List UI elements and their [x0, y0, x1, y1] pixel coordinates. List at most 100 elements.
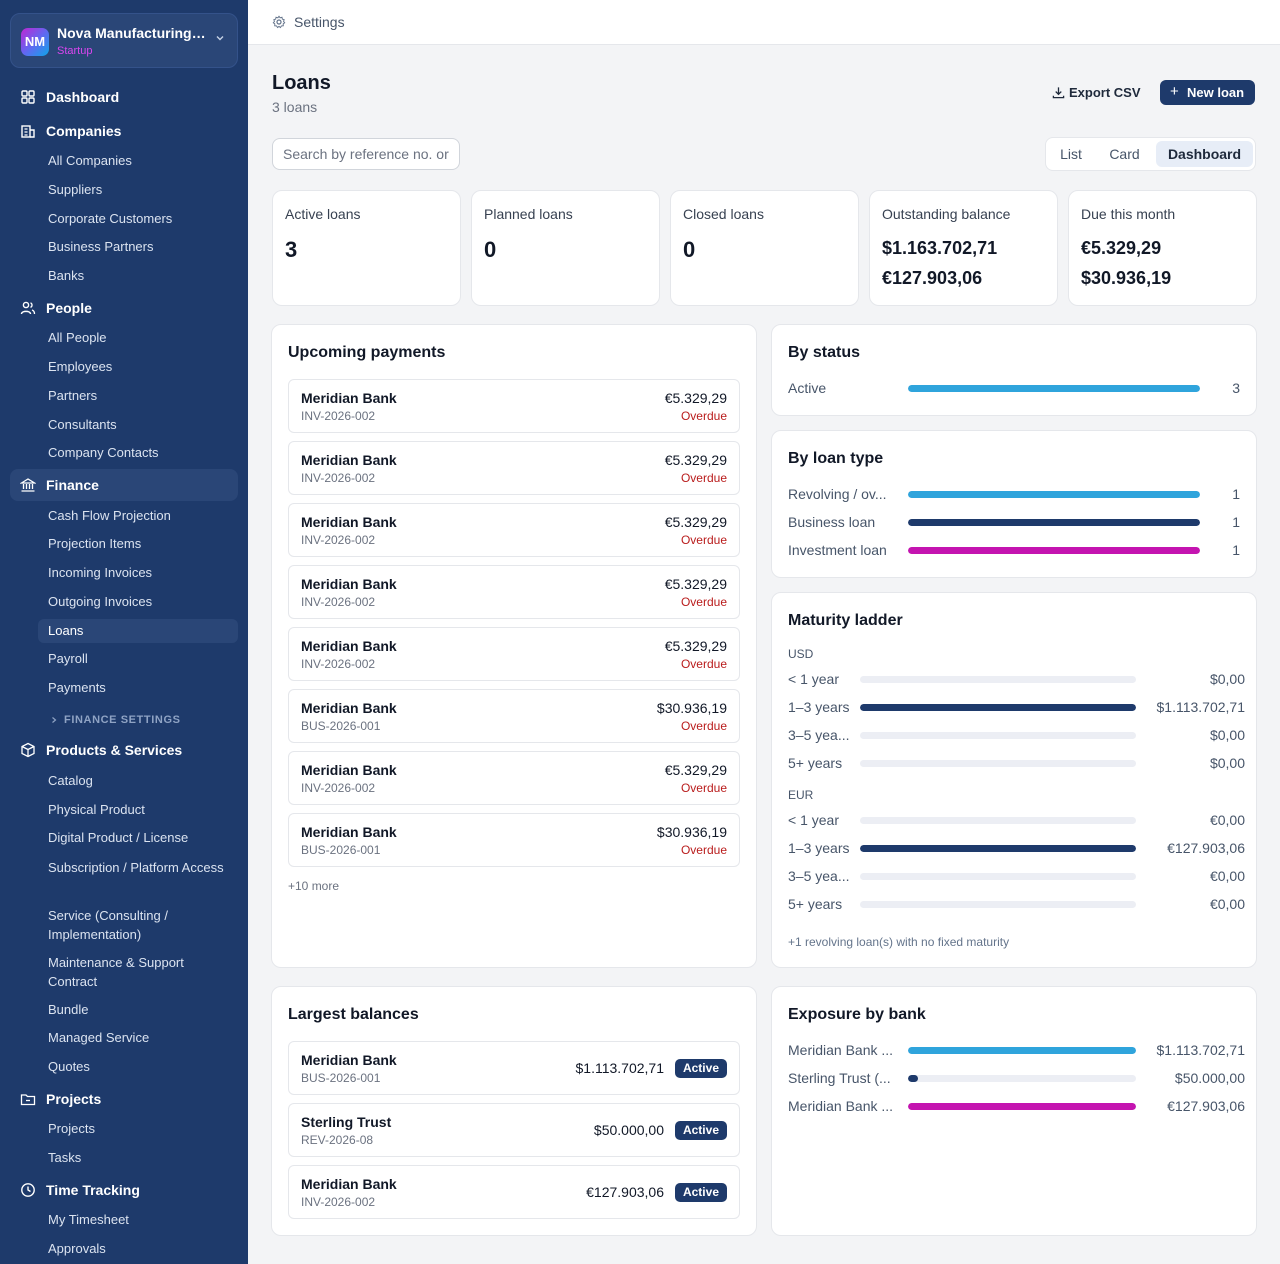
export-csv-button[interactable]: Export CSV	[1044, 80, 1144, 105]
nav-item-label: Banks	[48, 268, 85, 283]
payment-row[interactable]: Meridian Bank INV-2026-002 €5.329,29 Overdu…	[288, 379, 740, 433]
nav-all-people[interactable]: All People	[38, 326, 238, 350]
payment-row[interactable]: Meridian Bank INV-2026-002 €5.329,29 Overdu…	[288, 441, 740, 495]
payment-row[interactable]: Meridian Bank INV-2026-002 €5.329,29 Overdu…	[288, 751, 740, 805]
bar-track	[860, 845, 1136, 852]
payment-status: Overdue	[680, 781, 727, 795]
nav-catalog[interactable]: Catalog	[38, 769, 238, 793]
nav-all-companies[interactable]: All Companies	[38, 149, 238, 173]
nav-partners[interactable]: Partners	[38, 384, 238, 408]
breadcrumb-settings[interactable]: Settings	[294, 14, 345, 30]
payment-row[interactable]: Meridian Bank INV-2026-002 €5.329,29 Overdu…	[288, 565, 740, 619]
bar-track	[908, 385, 1200, 392]
nav-approvals[interactable]: Approvals	[38, 1237, 238, 1261]
payment-row[interactable]: Meridian Bank BUS-2026-001 $30.936,19 Overd…	[288, 813, 740, 867]
nav-finance[interactable]: Finance	[10, 469, 238, 501]
nav-finance-settings[interactable]: FINANCE SETTINGS	[64, 714, 181, 726]
bar-label: Business loan	[788, 514, 876, 530]
nav-dashboard[interactable]: Dashboard	[10, 81, 238, 113]
bar-label: 3–5 yea...	[788, 868, 850, 884]
search-input[interactable]	[272, 138, 460, 170]
payment-reference: BUS-2026-001	[301, 719, 381, 733]
balance-bank: Sterling Trust	[301, 1114, 392, 1130]
balance-row[interactable]: Meridian Bank INV-2026-002 €127.903,06 Acti…	[288, 1165, 740, 1219]
bar-fill	[860, 845, 1136, 852]
nav-incoming-invoices[interactable]: Incoming Invoices	[38, 561, 238, 585]
nav-suppliers[interactable]: Suppliers	[38, 178, 238, 202]
maturity-bar-row: < 1 year €0,00	[788, 811, 1245, 831]
kpi-closed-loans: Closed loans 0	[670, 190, 859, 306]
nav-company-contacts[interactable]: Company Contacts	[38, 441, 238, 465]
payment-row[interactable]: Meridian Bank INV-2026-002 €5.329,29 Overdu…	[288, 627, 740, 681]
nav-item-label: Managed Service	[48, 1030, 150, 1045]
bar-value: €127.903,06	[1167, 1098, 1245, 1114]
kpi-label: Active loans	[285, 206, 361, 222]
box-icon	[21, 742, 35, 758]
nav-tasks[interactable]: Tasks	[38, 1146, 238, 1170]
nav-my-timesheet[interactable]: My Timesheet	[38, 1208, 238, 1232]
status-badge: Active	[674, 1121, 727, 1140]
nav-projects[interactable]: Projects	[10, 1083, 238, 1115]
bar-track	[908, 519, 1200, 526]
bar-label: < 1 year	[788, 671, 839, 687]
nav-managed-service[interactable]: Managed Service	[38, 1026, 238, 1050]
nav-companies[interactable]: Companies	[10, 115, 238, 147]
nav-time-tracking[interactable]: Time Tracking	[10, 1174, 238, 1206]
nav-projects-list[interactable]: Projects	[38, 1117, 238, 1141]
bar-track	[860, 704, 1136, 711]
bar-label: Meridian Bank ...	[788, 1098, 894, 1114]
view-dashboard-button[interactable]: Dashboard	[1156, 141, 1253, 167]
org-switcher[interactable]: NM Nova Manufacturing ... Startup	[10, 13, 238, 68]
payment-reference: INV-2026-002	[301, 471, 376, 485]
view-list-button[interactable]: List	[1060, 146, 1082, 162]
nav-service[interactable]: Service (Consulting / Implementation)	[38, 906, 238, 944]
payment-bank: Meridian Bank	[301, 390, 397, 406]
new-loan-button[interactable]: + New loan	[1160, 80, 1255, 105]
kpi-label: Outstanding balance	[882, 206, 1011, 222]
maturity-bar-row: 1–3 years $1.113.702,71	[788, 698, 1245, 718]
nav-payroll[interactable]: Payroll	[38, 647, 238, 671]
nav-outgoing-invoices[interactable]: Outgoing Invoices	[38, 590, 238, 614]
balance-reference: BUS-2026-001	[301, 1071, 381, 1085]
payment-row[interactable]: Meridian Bank BUS-2026-001 $30.936,19 Overd…	[288, 689, 740, 743]
nav-products-services[interactable]: Products & Services	[10, 734, 238, 766]
nav-banks[interactable]: Banks	[38, 264, 238, 288]
nav-people[interactable]: People	[10, 292, 238, 324]
status-badge: Active	[674, 1183, 727, 1202]
nav-corporate-customers[interactable]: Corporate Customers	[38, 207, 238, 231]
kpi-label: Due this month	[1081, 206, 1176, 222]
bar-track	[860, 817, 1136, 824]
payment-row[interactable]: Meridian Bank INV-2026-002 €5.329,29 Overdu…	[288, 503, 740, 557]
nav-employees[interactable]: Employees	[38, 355, 238, 379]
loan-type-bar-row: Revolving / ov... 1	[788, 485, 1242, 505]
nav-digital-product[interactable]: Digital Product / License	[38, 826, 238, 850]
nav-projection-items[interactable]: Projection Items	[38, 532, 238, 556]
bar-value: €127.903,06	[1167, 840, 1245, 856]
nav-business-partners[interactable]: Business Partners	[38, 235, 238, 259]
nav-item-label: Physical Product	[48, 802, 145, 817]
payment-bank: Meridian Bank	[301, 638, 397, 654]
nav-item-label: All Companies	[48, 153, 132, 168]
payment-bank: Meridian Bank	[301, 762, 397, 778]
nav-bundle[interactable]: Bundle	[38, 998, 238, 1022]
nav-quotes[interactable]: Quotes	[38, 1055, 238, 1079]
nav-consultants[interactable]: Consultants	[38, 413, 238, 437]
more-payments-link[interactable]: +10 more	[288, 879, 340, 893]
payment-amount: €5.329,29	[664, 452, 727, 468]
nav-cash-flow-projection[interactable]: Cash Flow Projection	[38, 504, 238, 528]
nav-loans[interactable]: Loans	[38, 619, 238, 643]
balance-row[interactable]: Sterling Trust REV-2026-08 $50.000,00 Activ…	[288, 1103, 740, 1157]
nav-payments[interactable]: Payments	[38, 676, 238, 700]
balance-row[interactable]: Meridian Bank BUS-2026-001 $1.113.702,71 Ac…	[288, 1041, 740, 1095]
nav-maintenance[interactable]: Maintenance & Support Contract	[38, 953, 238, 991]
view-card-button[interactable]: Card	[1109, 146, 1140, 162]
balance-reference: REV-2026-08	[301, 1133, 374, 1147]
bar-track	[908, 1047, 1136, 1054]
nav-physical-product[interactable]: Physical Product	[38, 798, 238, 822]
nav-subscription[interactable]: Subscription / Platform Access	[38, 858, 238, 896]
payment-reference: BUS-2026-001	[301, 843, 381, 857]
bar-value: 1	[1232, 486, 1240, 502]
bar-value: €0,00	[1209, 812, 1245, 828]
bar-label: Active	[788, 380, 827, 396]
download-icon	[1052, 87, 1065, 99]
